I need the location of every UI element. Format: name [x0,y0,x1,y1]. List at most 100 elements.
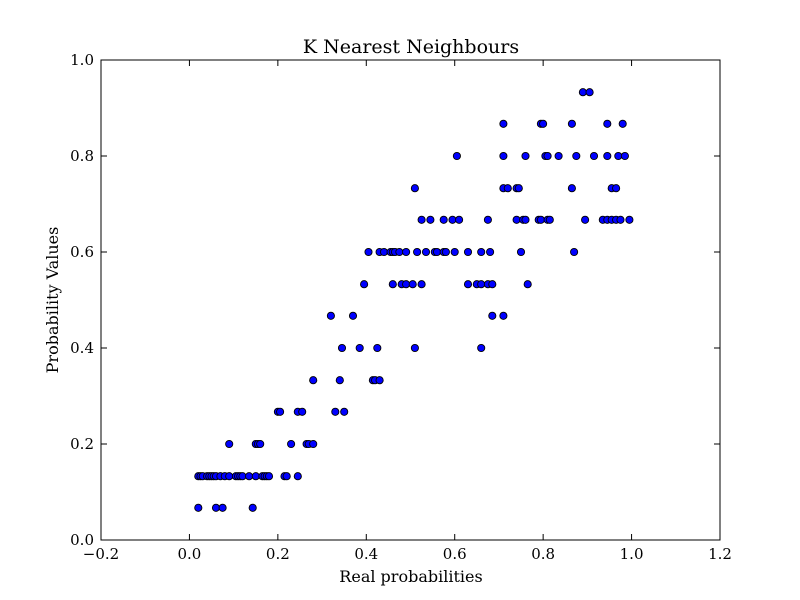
y-tick-label: 0.6 [70,243,94,261]
data-point [585,88,594,97]
data-point [486,247,495,257]
data-point [379,247,389,257]
data-point [477,280,486,289]
data-point [417,280,426,289]
data-points [194,88,634,512]
x-tick-label: 0.2 [266,545,290,563]
data-point [373,343,382,353]
data-point [360,280,369,289]
data-point [567,119,576,128]
y-tick-label: 0.8 [70,147,94,165]
data-point [536,215,545,224]
data-point [616,215,625,224]
data-point [554,151,563,161]
chart-title: K Nearest Neighbours [303,36,519,58]
data-point [625,215,634,224]
data-point [455,215,464,224]
data-point [523,280,532,289]
x-tick-label: −0.2 [83,545,119,563]
x-tick-label: 0.8 [531,545,555,563]
data-point [194,503,203,512]
data-point [477,343,486,353]
data-point [408,280,417,289]
data-point [410,343,419,353]
data-point [578,88,587,97]
data-point [441,247,450,257]
data-point [282,472,291,481]
data-point [432,247,442,257]
data-point [402,247,411,257]
data-point [570,247,579,257]
data-point [417,215,426,224]
data-point [375,376,384,385]
data-point [521,151,530,161]
data-point [264,472,274,481]
data-point [251,472,260,481]
data-point [450,247,459,257]
data-point [521,215,530,224]
data-point [488,280,497,289]
data-point [248,503,257,512]
x-tick-label: 0.4 [354,545,378,563]
data-point [410,184,419,193]
data-point [581,215,590,224]
data-point [516,247,526,257]
y-axis-label: Probability Values [43,227,62,374]
data-point [395,247,404,257]
data-point [245,472,254,481]
data-point [543,151,552,161]
data-point [348,311,358,320]
data-point [539,119,548,128]
data-point [335,376,344,385]
data-point [603,151,612,161]
data-point [512,215,521,224]
data-point [463,280,473,289]
data-point [421,247,431,257]
data-point [364,247,373,257]
data-point [463,247,473,257]
plot-frame [100,59,721,541]
data-point [309,439,318,449]
data-point [488,311,497,320]
data-point [388,280,397,289]
data-point [614,151,623,161]
data-point [448,215,457,224]
data-point [298,407,307,416]
data-point [287,439,296,449]
data-point [499,311,508,320]
data-point [503,184,512,193]
data-point [337,343,347,353]
data-point [603,119,612,128]
y-tick-label: 0.0 [70,531,94,549]
data-point [413,247,422,257]
data-point [276,407,285,416]
data-point [439,215,448,224]
data-point [452,151,461,161]
x-tick-label: 1.0 [620,545,644,563]
data-point [293,472,302,481]
data-point [620,151,629,161]
data-point [402,280,411,289]
data-point [514,184,523,193]
data-point [256,439,265,449]
data-point [572,151,581,161]
data-point [567,184,576,193]
data-point [618,119,627,128]
data-point [225,472,234,481]
y-tick-label: 0.4 [70,339,94,357]
data-point [483,215,492,224]
data-point [612,184,621,193]
data-point [545,215,554,224]
data-point [589,151,599,161]
data-point [477,247,486,257]
data-point [218,503,227,512]
y-tick-label: 1.0 [70,51,94,69]
data-point [499,151,508,161]
x-tick-label: 1.2 [708,545,732,563]
data-point [238,472,247,481]
data-point [225,439,234,449]
data-point [211,503,221,512]
x-tick-label: 0.6 [443,545,467,563]
